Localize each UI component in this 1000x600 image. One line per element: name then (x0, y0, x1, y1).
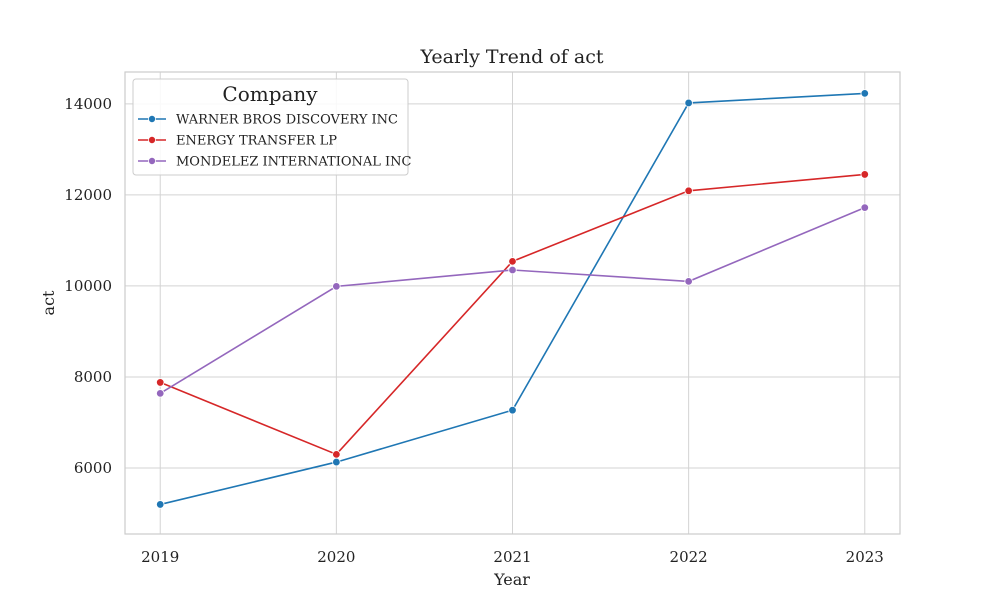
legend-item: MONDELEZ INTERNATIONAL INC (138, 155, 412, 170)
data-point (684, 186, 693, 195)
x-axis-title: Year (493, 570, 530, 589)
data-point (156, 378, 165, 387)
data-point (332, 457, 341, 467)
data-point (860, 89, 869, 98)
x-tick-label: 2022 (670, 548, 708, 566)
grid-lines (125, 72, 900, 534)
y-axis-ticks: 6000 8000 10000 12000 14000 (64, 95, 112, 477)
data-point (860, 203, 869, 212)
data-point (332, 282, 341, 291)
x-axis-ticks: 2019 2020 2021 2022 2023 (141, 548, 884, 566)
legend: Company WARNER BROS DISCOVERY INC ENERGY … (132, 78, 412, 176)
y-axis-title: act (39, 290, 58, 316)
plot-frame (124, 71, 901, 535)
legend-label: ENERGY TRANSFER LP (176, 134, 337, 149)
chart-title: Yearly Trend of act (420, 46, 604, 68)
y-tick-label: 8000 (74, 368, 112, 386)
series-2 (156, 170, 869, 459)
data-point (684, 277, 693, 286)
series-3 (156, 203, 869, 398)
x-tick-label: 2019 (141, 548, 179, 566)
legend-item: WARNER BROS DISCOVERY INC (138, 113, 398, 128)
data-point (508, 405, 517, 415)
legend-items: WARNER BROS DISCOVERY INC ENERGY TRANSFER… (138, 113, 412, 170)
series-1 (156, 89, 869, 509)
series-layer (156, 89, 869, 509)
x-tick-label: 2020 (317, 548, 355, 566)
legend-label: MONDELEZ INTERNATIONAL INC (176, 155, 412, 170)
legend-marker-swatch (147, 115, 156, 124)
y-tick-label: 6000 (74, 459, 112, 477)
data-point (508, 257, 517, 266)
legend-box (132, 78, 409, 176)
legend-label: WARNER BROS DISCOVERY INC (176, 113, 398, 128)
data-point (156, 500, 165, 509)
x-tick-label: 2021 (493, 548, 531, 566)
data-point (156, 389, 165, 398)
x-tick-label: 2023 (846, 548, 884, 566)
y-tick-label: 10000 (64, 277, 112, 295)
y-tick-label: 12000 (64, 186, 112, 204)
y-tick-label: 14000 (64, 95, 112, 113)
data-point (332, 450, 341, 459)
data-point (684, 98, 693, 108)
legend-title: Company (222, 82, 318, 106)
data-point (508, 265, 517, 275)
legend-marker-swatch (147, 156, 156, 165)
data-point (860, 170, 869, 179)
legend-item: ENERGY TRANSFER LP (138, 134, 337, 149)
legend-marker-swatch (147, 135, 156, 144)
